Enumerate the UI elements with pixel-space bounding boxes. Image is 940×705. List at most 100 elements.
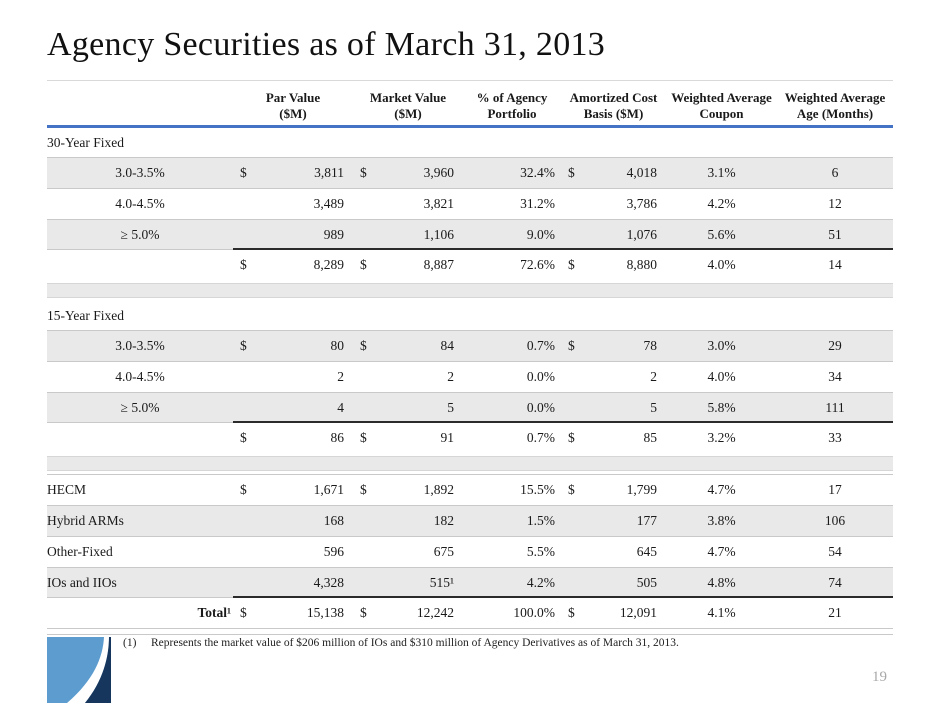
cell-wa-coupon: 4.0% xyxy=(707,257,736,272)
cell-wa-coupon: 4.8% xyxy=(707,575,736,590)
cell-par-value: 3,489 xyxy=(233,196,353,212)
dollar-sign: $ xyxy=(568,430,575,445)
dollar-sign: $ xyxy=(240,165,247,180)
dollar-sign: $ xyxy=(240,430,247,445)
dollar-sign: $ xyxy=(240,257,247,272)
value: 182 xyxy=(433,513,454,528)
table-row: 15-Year Fixed xyxy=(47,301,893,330)
value: 505 xyxy=(636,575,657,590)
dollar-sign: $ xyxy=(568,165,575,180)
cell-pct-portfolio: 72.6% xyxy=(520,257,555,272)
value: 12,091 xyxy=(619,605,657,620)
cell-amortized-cost: $85 xyxy=(561,430,666,446)
row-label: Other-Fixed xyxy=(47,544,113,559)
company-logo xyxy=(47,637,111,703)
header-wa-age: Weighted Average Age (Months) xyxy=(784,89,886,121)
cell-pct-portfolio: 9.0% xyxy=(526,227,555,242)
row-label: IOs and IIOs xyxy=(47,575,117,590)
logo-navy-wedge xyxy=(85,637,111,703)
row-label: 4.0-4.5% xyxy=(115,196,165,211)
dollar-sign: $ xyxy=(360,338,367,353)
section-label: 15-Year Fixed xyxy=(47,307,124,323)
cell-par-value: $8,289 xyxy=(233,257,353,273)
value: 2 xyxy=(650,369,657,384)
cell-wa-coupon: 4.7% xyxy=(707,544,736,559)
cell-market-value: $84 xyxy=(353,338,463,354)
value: 4,328 xyxy=(313,575,344,590)
cell-pct-portfolio: 32.4% xyxy=(520,165,555,180)
value: 3,821 xyxy=(423,196,454,211)
dollar-sign: $ xyxy=(360,605,367,620)
cell-amortized-cost: 177 xyxy=(561,513,666,529)
table-body: 30-Year Fixed 3.0-3.5% $3,811 $3,960 32.4% $4… xyxy=(47,128,893,629)
dollar-sign: $ xyxy=(360,430,367,445)
cell-wa-coupon: 4.7% xyxy=(707,482,736,497)
table-row: $8,289 $8,887 72.6% $8,880 4.0% 14 xyxy=(47,248,893,280)
value: 12,242 xyxy=(416,605,454,620)
value: 4,018 xyxy=(626,165,657,180)
agency-securities-table: Par Value ($M) Market Value ($M) % of Ag… xyxy=(47,86,893,635)
cell-wa-coupon: 4.2% xyxy=(707,196,736,211)
cell-pct-portfolio: 1.5% xyxy=(526,513,555,528)
cell-market-value: 675 xyxy=(353,544,463,560)
dollar-sign: $ xyxy=(240,338,247,353)
dollar-sign: $ xyxy=(568,257,575,272)
cell-market-value: 515¹ xyxy=(353,575,463,591)
cell-amortized-cost: $78 xyxy=(561,338,666,354)
cell-market-value: $8,887 xyxy=(353,257,463,273)
value: 4 xyxy=(337,400,344,415)
value: 84 xyxy=(440,338,455,353)
cell-pct-portfolio: 0.0% xyxy=(526,369,555,384)
cell-wa-coupon: 3.8% xyxy=(707,513,736,528)
cell-pct-portfolio: 0.7% xyxy=(526,430,555,445)
value: 86 xyxy=(330,430,345,445)
cell-wa-age: 21 xyxy=(828,605,842,620)
cell-pct-portfolio: 0.7% xyxy=(526,338,555,353)
value: 989 xyxy=(323,227,344,242)
header-amortized-cost: Amortized Cost Basis ($M) xyxy=(569,89,658,121)
cell-wa-age: 34 xyxy=(828,369,842,384)
cell-wa-age: 12 xyxy=(828,196,842,211)
value: 3,786 xyxy=(626,196,657,211)
cell-wa-age: 54 xyxy=(828,544,842,559)
footnote-text: Represents the market value of $206 mill… xyxy=(151,637,679,649)
cell-par-value: $80 xyxy=(233,338,353,354)
cell-market-value: 182 xyxy=(353,513,463,529)
value: 675 xyxy=(433,544,454,559)
table-row: ≥ 5.0% 4 5 0.0% 5 5.8% 111 xyxy=(47,392,893,423)
table-row: 3.0-3.5% $80 $84 0.7% $78 3.0% 29 xyxy=(47,330,893,361)
table-header-row: Par Value ($M) Market Value ($M) % of Ag… xyxy=(47,86,893,128)
value: 168 xyxy=(323,513,344,528)
cell-wa-age: 14 xyxy=(828,257,842,272)
value: 85 xyxy=(643,430,658,445)
cell-amortized-cost: $8,880 xyxy=(561,257,666,273)
dollar-sign: $ xyxy=(568,482,575,497)
cell-amortized-cost: $1,799 xyxy=(561,482,666,498)
dollar-sign: $ xyxy=(360,165,367,180)
header-pct-portfolio: % of Agency Portfolio xyxy=(476,89,548,121)
section-spacer xyxy=(47,283,893,298)
cell-amortized-cost: 645 xyxy=(561,544,666,560)
value: 8,887 xyxy=(423,257,454,272)
cell-amortized-cost: $4,018 xyxy=(561,165,666,181)
value: 515¹ xyxy=(429,575,454,590)
cell-pct-portfolio: 5.5% xyxy=(526,544,555,559)
dollar-sign: $ xyxy=(240,482,247,497)
value: 1,106 xyxy=(423,227,454,242)
header-market-value: Market Value ($M) xyxy=(369,89,447,121)
value: 8,289 xyxy=(313,257,344,272)
cell-market-value: $1,892 xyxy=(353,482,463,498)
cell-wa-age: 51 xyxy=(828,227,842,242)
cell-par-value: $3,811 xyxy=(233,165,353,181)
title-divider xyxy=(47,80,893,81)
cell-wa-coupon: 3.2% xyxy=(707,430,736,445)
cell-par-value: $1,671 xyxy=(233,482,353,498)
cell-wa-coupon: 5.6% xyxy=(707,227,736,242)
cell-market-value: 2 xyxy=(353,369,463,385)
cell-par-value: 4,328 xyxy=(233,575,353,591)
row-label: Hybrid ARMs xyxy=(47,513,124,528)
table-row: 4.0-4.5% 3,489 3,821 31.2% 3,786 4.2% 12 xyxy=(47,188,893,219)
cell-par-value: 4 xyxy=(233,400,353,416)
cell-amortized-cost: $12,091 xyxy=(561,605,666,621)
table-row: ≥ 5.0% 989 1,106 9.0% 1,076 5.6% 51 xyxy=(47,219,893,250)
